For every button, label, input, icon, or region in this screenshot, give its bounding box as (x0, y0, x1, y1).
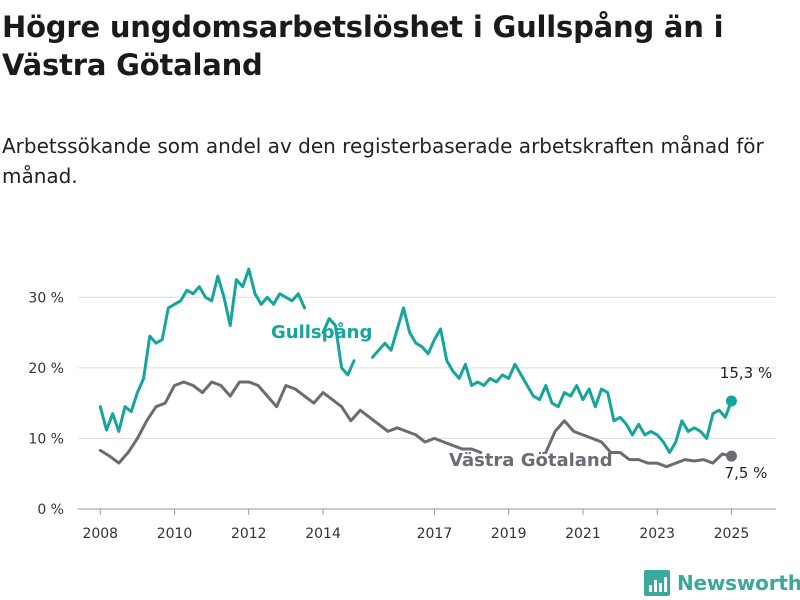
x-tick-label: 2025 (714, 526, 750, 542)
series-label-vastra-gotaland: Västra Götaland (449, 450, 613, 471)
x-tick-label: 2014 (305, 526, 341, 542)
y-axis: 0 % 10 % 20 % 30 % (28, 290, 64, 518)
line-chart: 0 % 10 % 20 % 30 % 2008 2010 2012 2014 2017 2019… (28, 267, 776, 542)
y-tick-label: 10 % (28, 431, 64, 447)
gridlines (78, 296, 776, 439)
end-point-marker (725, 450, 737, 462)
x-tick-label: 2019 (491, 526, 527, 542)
x-tick-label: 2017 (417, 526, 453, 542)
line-series-vastra-gotaland (98, 380, 733, 469)
x-tick-label: 2008 (82, 526, 118, 542)
y-tick-label: 20 % (28, 361, 64, 377)
line-series-gullspang (98, 267, 733, 454)
y-tick-label: 0 % (37, 502, 64, 518)
x-axis: 2008 2010 2012 2014 2017 2019 2021 2023 2025 (78, 508, 776, 542)
end-point-marker (725, 395, 737, 407)
newsworthy-logo: Newsworthy (644, 568, 800, 598)
newsworthy-logo-icon (644, 570, 670, 596)
end-value-label-vastra-gotaland: 7,5 % (725, 464, 768, 482)
series-lines (98, 267, 737, 469)
x-tick-label: 2012 (231, 526, 267, 542)
series-label-gullspang: Gullspång (271, 321, 372, 343)
x-tick-label: 2023 (639, 526, 675, 542)
x-tick-label: 2010 (157, 526, 193, 542)
brand-name: Newsworthy (677, 571, 800, 595)
end-value-label-gullspang: 15,3 % (720, 364, 772, 382)
y-tick-label: 30 % (28, 290, 64, 306)
x-tick-label: 2021 (565, 526, 601, 542)
chart-title: Högre ungdomsarbetslöshet i Gullspång än… (2, 10, 724, 82)
series-labels: Gullspång Västra Götaland 15,3 % 7,5 % (271, 321, 772, 482)
chart-subtitle: Arbetssökande som andel av den registerb… (2, 134, 764, 188)
